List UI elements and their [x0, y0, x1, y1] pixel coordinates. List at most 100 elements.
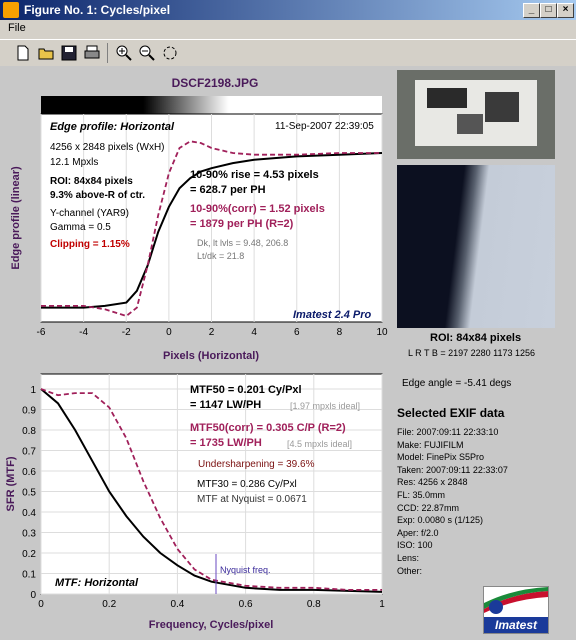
- mtf-ytick-label: 0.4: [22, 508, 36, 519]
- edge-xtick-label: -4: [79, 327, 88, 338]
- mtf-ytick-label: 0.7: [22, 447, 36, 458]
- mtf50-corr-value: MTF50(corr) = 0.305 C/P (R=2): [190, 422, 346, 434]
- exif-file: File: 2007:09:11 22:33:10: [397, 427, 499, 437]
- mtf-ytick-label: 0.1: [22, 570, 36, 581]
- save-icon[interactable]: [60, 44, 78, 62]
- edge-xtick-label: 4: [251, 327, 257, 338]
- zoom-out-icon[interactable]: [138, 44, 156, 62]
- mtf-xtick-label: 0.2: [102, 599, 116, 610]
- edge-xtick-label: 10: [376, 327, 388, 338]
- ideal-mpxls-1: [1.97 mpxls ideal]: [290, 401, 361, 411]
- mtf-ytick-label: 0.5: [22, 488, 36, 499]
- edge-xtick-label: 8: [337, 327, 343, 338]
- edge-xlabel: Pixels (Horizontal): [163, 350, 259, 362]
- mtf-xtick-label: 0.8: [307, 599, 321, 610]
- mtf-ytick-label: 0: [30, 590, 36, 601]
- exif-aper: Aper: f/2.0: [397, 527, 439, 538]
- mtf-title: MTF: Horizontal: [55, 577, 139, 589]
- mtf-ytick-label: 0.3: [22, 529, 36, 540]
- mtf-ylabel: SFR (MTF): [5, 456, 17, 511]
- exif-list: File: 2007:09:11 22:33:10 Make: FUJIFILM…: [397, 426, 508, 577]
- open-folder-icon[interactable]: [37, 44, 55, 62]
- window-title: Figure No. 1: Cycles/pixel: [24, 3, 171, 17]
- corr-rise-value: 10-90%(corr) = 1.52 pixels: [190, 203, 325, 215]
- chart-thumbnail: [397, 70, 555, 159]
- mtf30-value: MTF30 = 0.286 Cy/Pxl: [197, 479, 297, 490]
- roi-position: 9.3% above-R of ctr.: [50, 190, 146, 201]
- mtf-ytick-label: 0.9: [22, 406, 36, 417]
- mtf-ytick-label: 1: [30, 385, 36, 396]
- edge-gradient-strip: [41, 96, 382, 114]
- rise-per-ph: = 628.7 per PH: [190, 184, 266, 196]
- corr-rise-per-ph: = 1879 per PH (R=2): [190, 218, 294, 230]
- edge-xtick-label: 0: [166, 327, 172, 338]
- mtf-ytick-label: 0.6: [22, 467, 36, 478]
- filename-label: DSCF2198.JPG: [171, 76, 259, 90]
- new-file-icon[interactable]: [14, 44, 32, 62]
- mtf-chart: 0 0.2 0.4 0.6 0.8 1 1 0.9 0.8 0.7 0.6 0.5 0.4 0.3 0.2 0…: [5, 373, 385, 631]
- exif-exp: Exp: 0.0080 s (1/125): [397, 515, 484, 526]
- gamma-info: Gamma = 0.5: [50, 222, 111, 233]
- mtf-ytick-label: 0.8: [22, 426, 36, 437]
- edge-plot-date: 11-Sep-2007 22:39:05: [275, 121, 374, 132]
- matlab-app-icon: [3, 2, 19, 18]
- mtf-xlabel: Frequency, Cycles/pixel: [149, 619, 274, 631]
- mtf-xtick-label: 0.6: [239, 599, 253, 610]
- channel-info: Y-channel (YAR9): [50, 208, 129, 219]
- roi-info: ROI: 84x84 pixels: [50, 176, 133, 187]
- exif-fl: FL: 35.0mm: [397, 489, 446, 500]
- exif-ccd: CCD: 22.87mm: [397, 502, 460, 513]
- undersharpening-info: Undersharpening = 39.6%: [198, 459, 315, 470]
- exif-iso: ISO: 100: [397, 540, 433, 551]
- edge-xtick-label: -2: [122, 327, 131, 338]
- clipping-info: Clipping = 1.15%: [50, 239, 130, 250]
- edge-xtick-label: -6: [37, 327, 46, 338]
- mtf-series-line: [40, 388, 383, 593]
- nyquist-label: Nyquist freq.: [220, 565, 271, 575]
- dark-light-levels: Dk, lt lvls = 9.48, 206.8: [197, 238, 289, 248]
- imatest-version: Imatest 2.4 Pro: [293, 309, 372, 321]
- roi-size-label: ROI: 84x84 pixels: [430, 332, 522, 344]
- zoom-in-icon[interactable]: [115, 44, 133, 62]
- mtf50-lwph: = 1147 LW/PH: [190, 399, 262, 411]
- edge-xtick-label: 6: [294, 327, 300, 338]
- mtf50-value: MTF50 = 0.201 Cy/Pxl: [190, 384, 302, 396]
- edge-plot-title: Edge profile: Horizontal: [50, 121, 175, 133]
- imatest-logo: Imatest: [483, 586, 549, 634]
- exif-other: Other:: [397, 565, 423, 576]
- mtf-xtick-label: 1: [379, 599, 385, 610]
- toolbar: [0, 39, 576, 67]
- edge-series-line: [41, 140, 382, 318]
- logo-swoosh-icon: [484, 587, 548, 614]
- mtf-at-nyquist: MTF at Nyquist = 0.0671: [197, 494, 307, 505]
- menu-file[interactable]: File: [8, 22, 26, 34]
- print-icon[interactable]: [83, 44, 101, 62]
- edge-profile-chart: -6 -4 -2 0 2 4 6 8 10 Edge profile (linear) Pixe…: [10, 96, 388, 362]
- menu-bar: File: [0, 20, 576, 38]
- mtf-xtick-label: 0: [38, 599, 44, 610]
- maximize-button[interactable]: □: [540, 3, 557, 18]
- exif-make: Make: FUJIFILM: [397, 439, 464, 450]
- light-dark-ratio: Lt/dk = 21.8: [197, 251, 245, 261]
- roi-image: [397, 165, 555, 328]
- figure-area: DSCF2198.JPG -6 -4 -2 0 2 4 6 8 10 Edge profile …: [0, 66, 576, 640]
- close-button[interactable]: ×: [557, 3, 574, 18]
- ideal-mpxls-2: [4.5 mpxls ideal]: [287, 439, 353, 449]
- exif-res: Res: 4256 x 2848: [397, 477, 468, 488]
- logo-text: Imatest: [484, 617, 548, 633]
- rotate-icon[interactable]: [161, 44, 179, 62]
- mtf50-corr-lwph: = 1735 LW/PH: [190, 437, 262, 449]
- exif-taken: Taken: 2007:09:11 22:33:07: [397, 464, 508, 475]
- roi-coordinates: L R T B = 2197 2280 1173 1256: [408, 348, 536, 358]
- exif-model: Model: FinePix S5Pro: [397, 452, 485, 463]
- exif-lens: Lens:: [397, 552, 420, 563]
- edge-series-line: [41, 152, 383, 309]
- title-bar: Figure No. 1: Cycles/pixel _ □ ×: [0, 0, 576, 20]
- mtf-ytick-label: 0.2: [22, 549, 36, 560]
- mtf-series-line: [40, 388, 382, 591]
- edge-xtick-label: 2: [209, 327, 215, 338]
- edge-ylabel: Edge profile (linear): [10, 166, 22, 270]
- rise-value: 10-90% rise = 4.53 pixels: [190, 169, 319, 181]
- image-size-info: 4256 x 2848 pixels (WxH): [50, 142, 165, 153]
- minimize-button[interactable]: _: [523, 3, 540, 18]
